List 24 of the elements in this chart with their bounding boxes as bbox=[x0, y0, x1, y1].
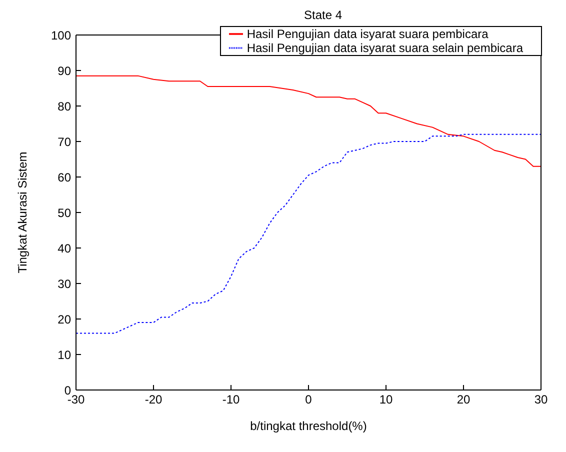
y-tick-label: 40 bbox=[58, 241, 72, 256]
chart-title: State 4 bbox=[302, 8, 344, 24]
line-series bbox=[76, 134, 541, 334]
y-tick-label: 60 bbox=[58, 170, 72, 184]
y-tick-label: 100 bbox=[50, 28, 72, 42]
x-axis-title: b/tingkat threshold(%) bbox=[250, 419, 367, 433]
y-tick-label: 80 bbox=[58, 99, 72, 114]
y-tick-label: 0 bbox=[64, 383, 72, 398]
x-tick-label: -20 bbox=[144, 392, 162, 407]
x-tick-label: 0 bbox=[305, 392, 312, 407]
x-tick-label: 20 bbox=[456, 392, 470, 407]
legend-label: Hasil Pengujian data isyarat suara selain pembicara bbox=[246, 41, 523, 56]
y-tick-label: 10 bbox=[58, 348, 72, 362]
legend-label: Hasil Pengujian data isyarat suara pembicara bbox=[246, 27, 488, 42]
y-tick-label: 70 bbox=[58, 134, 72, 149]
line-series bbox=[76, 75, 541, 167]
y-tick-label: 20 bbox=[58, 312, 72, 326]
y-tick-label: 50 bbox=[58, 206, 72, 220]
y-tick-label: 90 bbox=[58, 64, 72, 78]
y-tick-label: 30 bbox=[58, 276, 72, 291]
x-tick-label: 10 bbox=[379, 392, 393, 407]
x-tick-label: 30 bbox=[534, 392, 548, 407]
x-tick-label: -10 bbox=[222, 392, 240, 407]
y-axis-title: Tingkat Akurasi Sistem bbox=[15, 152, 30, 274]
